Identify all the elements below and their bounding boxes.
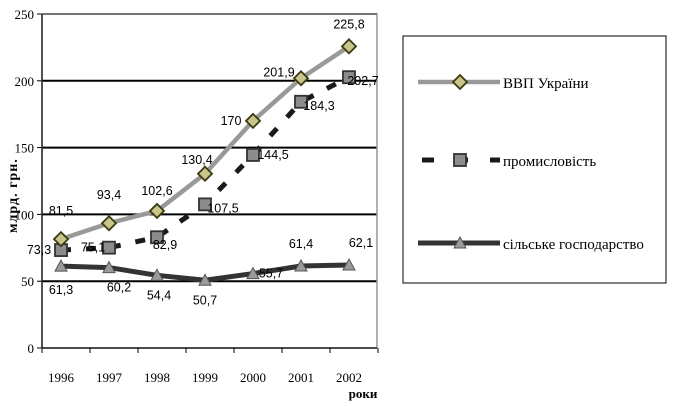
- y-axis-label: млрд. грн.: [6, 158, 21, 233]
- legend: ВВП України промисловість сільське господа…: [402, 35, 667, 284]
- data-point: [102, 240, 116, 255]
- data-point: [340, 38, 358, 55]
- data-label: 102,6: [141, 184, 172, 198]
- data-label: 130,4: [181, 153, 212, 167]
- data-point: [102, 260, 116, 274]
- data-label: 184,3: [303, 99, 334, 113]
- data-point: [294, 94, 308, 109]
- data-label: 81,5: [49, 204, 73, 218]
- data-label: 107,5: [207, 201, 238, 215]
- x-tick-label: 1996: [48, 370, 75, 385]
- data-label: 61,4: [289, 237, 313, 251]
- x-tick-label: 2001: [288, 370, 314, 385]
- y-tick-label: 50: [21, 274, 34, 289]
- data-label: 170: [221, 114, 242, 128]
- x-tick-label: 2000: [240, 370, 266, 385]
- data-label: 61,3: [49, 283, 73, 297]
- data-point: [294, 258, 308, 272]
- data-label: 225,8: [333, 17, 364, 31]
- data-label: 144,5: [257, 148, 288, 162]
- data-label: 73,3: [27, 243, 51, 257]
- y-tick-label: 150: [15, 141, 35, 156]
- data-label: 54,4: [147, 288, 171, 302]
- data-point: [342, 70, 356, 85]
- data-label: 60,2: [107, 281, 131, 295]
- data-label: 55,7: [259, 267, 283, 281]
- data-point: [292, 69, 310, 87]
- data-point: [244, 112, 262, 130]
- x-axis-label: роки: [349, 386, 378, 401]
- data-label: 75,1: [81, 241, 105, 255]
- data-point: [54, 259, 68, 272]
- data-point: [52, 230, 70, 248]
- data-point: [342, 257, 356, 271]
- legend-label-1: ВВП України: [503, 76, 589, 92]
- data-point: [246, 148, 260, 162]
- legend-marker-2: [453, 153, 467, 167]
- data-point: [150, 230, 164, 245]
- legend-marker-1: [451, 73, 469, 91]
- x-tick-label: 2002: [336, 370, 362, 385]
- legend-label-3: сільське господарство: [503, 237, 644, 253]
- data-label: 82,9: [153, 238, 177, 252]
- data-labels-layer: 81,5 93,4 102,6 130,4 170 201,9 225,8 73,3 75,1 8…: [27, 17, 379, 307]
- data-label: 201,9: [263, 65, 294, 79]
- data-point: [100, 214, 118, 232]
- x-tick-label: 1997: [96, 370, 123, 385]
- x-tick-label: 1998: [144, 370, 170, 385]
- data-label: 50,7: [193, 293, 217, 307]
- data-point: [150, 268, 164, 281]
- legend-label-2: промисловість: [503, 154, 596, 170]
- series-layer: [52, 38, 358, 286]
- data-point: [246, 266, 260, 280]
- y-tick-label: 200: [15, 74, 35, 89]
- data-point: [198, 273, 212, 286]
- y-tick-label: 0: [28, 341, 35, 356]
- axes: 0 50 100 150 200 250 1996 1997 1998 1999 2000 2001 2…: [6, 7, 379, 401]
- data-label: 93,4: [97, 188, 121, 202]
- y-tick-label: 100: [15, 207, 35, 222]
- data-point: [148, 202, 166, 220]
- data-label: 202,7: [347, 74, 378, 88]
- legend-marker-3: [453, 235, 467, 249]
- data-point: [196, 165, 214, 183]
- data-label: 62,1: [349, 236, 373, 250]
- x-tick-label: 1999: [192, 370, 218, 385]
- data-point: [198, 197, 212, 212]
- y-tick-label: 250: [15, 7, 35, 22]
